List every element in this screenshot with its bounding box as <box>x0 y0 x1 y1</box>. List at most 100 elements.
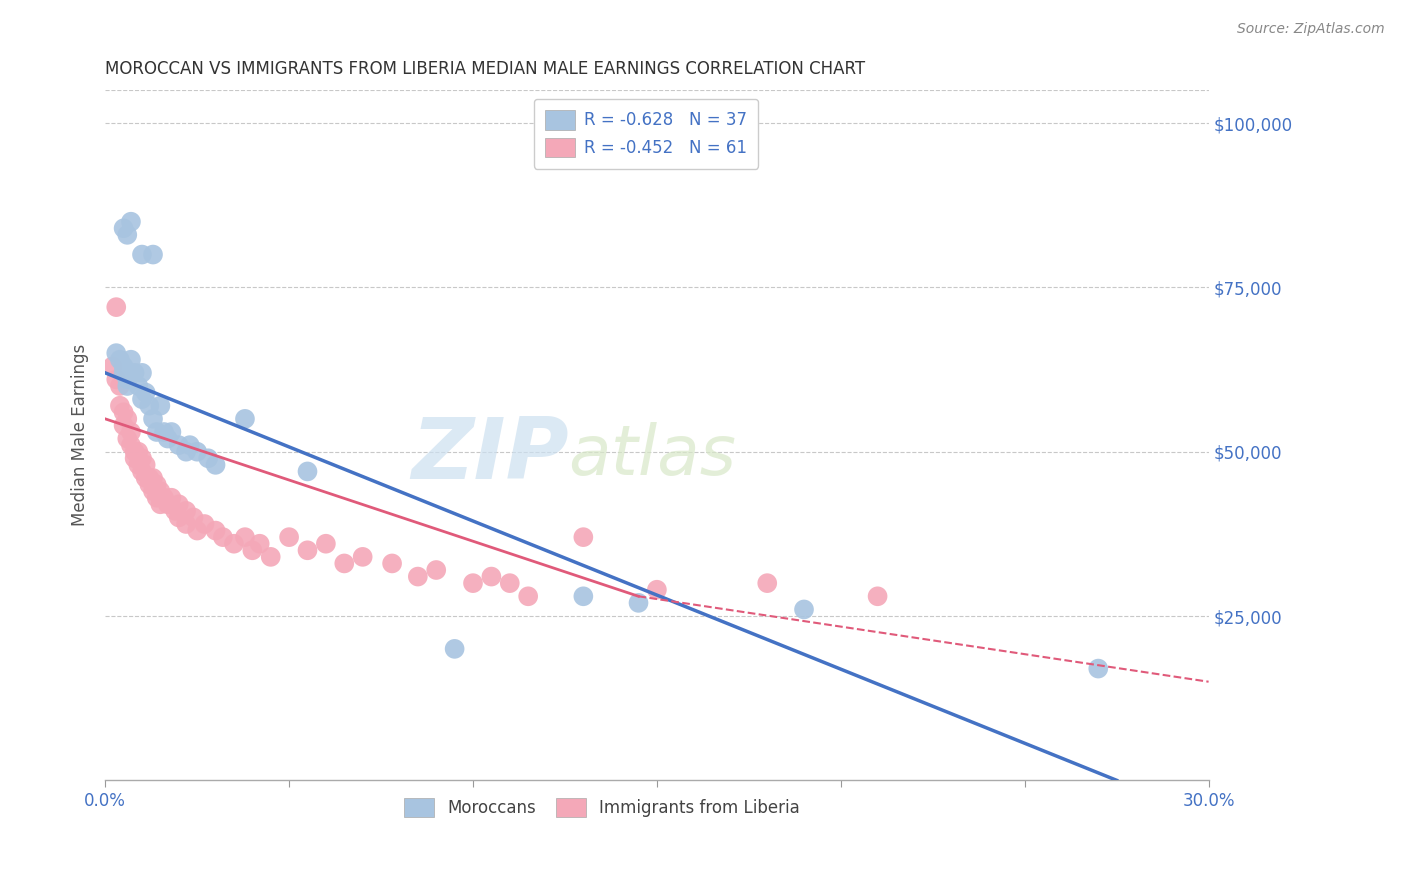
Point <box>167 497 190 511</box>
Point <box>145 491 167 505</box>
Point <box>112 221 135 235</box>
Point <box>260 549 283 564</box>
Point <box>145 425 167 439</box>
Point <box>352 549 374 564</box>
Point <box>138 477 160 491</box>
Point <box>120 215 142 229</box>
Point <box>117 372 139 386</box>
Point <box>793 602 815 616</box>
Point <box>160 491 183 505</box>
Point <box>112 359 135 374</box>
Point <box>160 425 183 439</box>
Point <box>156 432 179 446</box>
Point <box>297 543 319 558</box>
Point <box>425 563 447 577</box>
Point <box>131 392 153 406</box>
Point <box>572 589 595 603</box>
Text: MOROCCAN VS IMMIGRANTS FROM LIBERIA MEDIAN MALE EARNINGS CORRELATION CHART: MOROCCAN VS IMMIGRANTS FROM LIBERIA MEDI… <box>105 60 865 78</box>
Point <box>297 465 319 479</box>
Point <box>135 458 157 472</box>
Point <box>174 516 197 531</box>
Point <box>204 524 226 538</box>
Point <box>105 346 128 360</box>
Point <box>333 557 356 571</box>
Point <box>124 366 146 380</box>
Point <box>165 504 187 518</box>
Text: ZIP: ZIP <box>411 415 568 498</box>
Point <box>127 458 149 472</box>
Point <box>174 444 197 458</box>
Point <box>120 352 142 367</box>
Point <box>179 438 201 452</box>
Point <box>156 497 179 511</box>
Point <box>149 497 172 511</box>
Point <box>112 405 135 419</box>
Point <box>153 425 176 439</box>
Point <box>124 451 146 466</box>
Point <box>197 451 219 466</box>
Point <box>249 537 271 551</box>
Point <box>117 432 139 446</box>
Point <box>117 412 139 426</box>
Point <box>517 589 540 603</box>
Point <box>120 438 142 452</box>
Point <box>167 510 190 524</box>
Point <box>443 641 465 656</box>
Point <box>117 379 139 393</box>
Point <box>499 576 522 591</box>
Y-axis label: Median Male Earnings: Median Male Earnings <box>72 344 89 526</box>
Point <box>212 530 235 544</box>
Point <box>135 385 157 400</box>
Point <box>149 484 172 499</box>
Point <box>101 359 124 374</box>
Point <box>183 510 205 524</box>
Point <box>167 438 190 452</box>
Point <box>112 366 135 380</box>
Point <box>127 379 149 393</box>
Point <box>120 425 142 439</box>
Point <box>174 504 197 518</box>
Point <box>117 227 139 242</box>
Point <box>186 444 208 458</box>
Point <box>479 569 502 583</box>
Point <box>127 444 149 458</box>
Point <box>108 352 131 367</box>
Point <box>186 524 208 538</box>
Point <box>108 399 131 413</box>
Point <box>406 569 429 583</box>
Point <box>278 530 301 544</box>
Point <box>204 458 226 472</box>
Point <box>193 516 215 531</box>
Point <box>138 471 160 485</box>
Point <box>105 300 128 314</box>
Point <box>142 247 165 261</box>
Point <box>142 471 165 485</box>
Point <box>108 379 131 393</box>
Point <box>135 471 157 485</box>
Point <box>153 491 176 505</box>
Point <box>866 589 889 603</box>
Point <box>131 247 153 261</box>
Point <box>142 412 165 426</box>
Text: Source: ZipAtlas.com: Source: ZipAtlas.com <box>1237 22 1385 37</box>
Point <box>756 576 779 591</box>
Point <box>233 412 256 426</box>
Legend: Moroccans, Immigrants from Liberia: Moroccans, Immigrants from Liberia <box>396 791 807 823</box>
Point <box>233 530 256 544</box>
Point <box>645 582 668 597</box>
Point <box>105 372 128 386</box>
Point <box>461 576 484 591</box>
Point <box>572 530 595 544</box>
Point <box>131 451 153 466</box>
Point <box>112 418 135 433</box>
Point <box>315 537 337 551</box>
Point <box>131 366 153 380</box>
Point <box>142 484 165 499</box>
Point <box>381 557 404 571</box>
Text: atlas: atlas <box>568 423 737 490</box>
Point <box>222 537 245 551</box>
Point <box>124 444 146 458</box>
Point <box>627 596 650 610</box>
Point <box>1087 662 1109 676</box>
Point <box>240 543 263 558</box>
